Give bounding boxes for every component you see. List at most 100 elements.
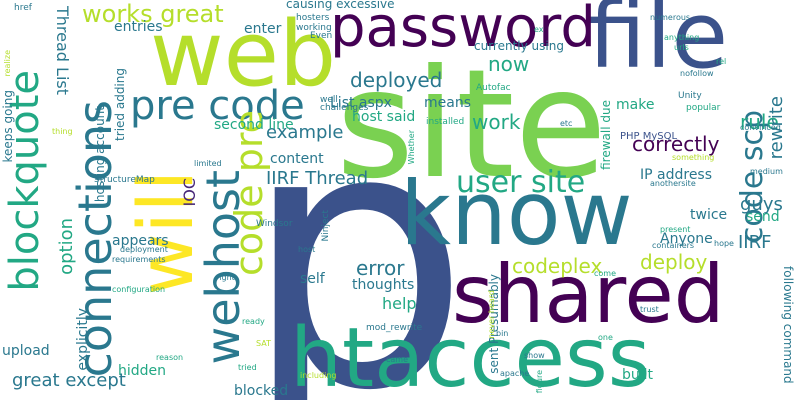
word-something: something <box>672 153 715 162</box>
word-webhost: webhost <box>196 170 250 365</box>
word-unity: Unity <box>678 91 702 101</box>
word-present: present <box>660 225 691 234</box>
word-ip-address: IP address <box>640 167 713 183</box>
word-right: right <box>216 273 235 282</box>
word-great-except: great except <box>12 370 126 391</box>
word-tried-adding: tried adding <box>113 68 127 141</box>
word-following-command: following command <box>781 266 795 384</box>
word-configuration: configuration <box>112 285 166 294</box>
word-hope: hope <box>714 239 734 248</box>
word-ioc: IOC <box>180 178 199 207</box>
word-work: work <box>472 110 521 134</box>
word-trust: trust <box>640 305 659 314</box>
word-nofollow: nofollow <box>680 69 714 78</box>
word-one: one <box>598 333 613 342</box>
word-come: come <box>594 269 617 278</box>
word-second-line: second line <box>214 117 294 133</box>
word-structuremap: StructureMap <box>94 175 155 185</box>
word-working: working <box>296 23 332 33</box>
word-ready: ready <box>242 317 265 326</box>
word-know: know <box>400 162 633 265</box>
word-thread-list: Thread List <box>53 6 72 95</box>
word-user-site: user site <box>456 165 586 200</box>
word-never-heard: never heard <box>487 290 496 339</box>
word-href: href <box>14 3 32 13</box>
word-thing: thing <box>52 127 73 136</box>
word-upload: upload <box>2 343 50 359</box>
word-hosters: hosters <box>296 13 330 23</box>
word-content: content <box>270 151 324 167</box>
word-hidden: hidden <box>118 363 167 379</box>
word-built: built <box>622 367 654 383</box>
word-host-said: host said <box>352 109 416 125</box>
word-shared: shared <box>452 248 725 341</box>
word-anything: anything <box>664 33 700 42</box>
word-requirements: requirements <box>112 255 166 264</box>
word-option: option <box>56 218 77 275</box>
word-bin: bin <box>496 329 509 338</box>
word-anyone: Anyone <box>660 231 713 247</box>
word-pre-code: pre code <box>130 83 305 129</box>
word-means: means <box>424 95 471 111</box>
word-deploy: deploy <box>640 250 708 274</box>
word-limited: limited <box>194 159 222 168</box>
word-iirf: IIRF <box>738 232 772 253</box>
word-self: self <box>300 271 325 287</box>
word-password: password <box>330 0 596 60</box>
word-figure: figure <box>535 370 544 394</box>
word-keeps-going: keeps going <box>1 90 15 163</box>
word-list-aspx: List aspx <box>330 95 392 111</box>
word-ex: ex <box>534 25 544 34</box>
word-medium: medium <box>750 167 783 176</box>
word-firewall-due: firewall due <box>599 100 613 170</box>
word-thoughts: thoughts <box>352 277 415 293</box>
word-p: p <box>242 50 471 400</box>
word-htaccess: htaccess <box>290 311 651 400</box>
word-deployment: deployment <box>120 245 168 254</box>
word-convinced: convinced <box>740 123 781 132</box>
word-apache: apache <box>500 369 530 378</box>
word-urls: urls <box>674 43 689 52</box>
word-example: example <box>266 122 344 143</box>
word-error: error <box>356 256 405 280</box>
word-containers: containers <box>652 241 695 250</box>
word-including: including <box>300 371 337 380</box>
word-currently-using: currently using <box>474 39 564 53</box>
word-make: make <box>616 97 655 113</box>
word-file: file <box>588 0 729 89</box>
word-ninject: Ninject <box>321 210 331 242</box>
word-autofac: Autofac <box>476 83 511 93</box>
word-send: send <box>746 209 780 225</box>
word-numerous: numerous <box>650 13 691 22</box>
word-realize: realize <box>3 50 12 77</box>
word-rel: rel <box>716 57 727 66</box>
word-iirf-thread: IIRF Thread <box>266 168 369 189</box>
word-codeplex: codeplex <box>512 254 603 278</box>
word-blocked: blocked <box>234 383 289 399</box>
word-show: show <box>524 351 545 360</box>
word-works-great: works great <box>82 0 224 28</box>
word-host: host <box>298 245 316 254</box>
word-etc: etc <box>560 119 573 128</box>
word-enter: enter <box>244 21 282 37</box>
word-site: site <box>336 38 607 212</box>
word-now: now <box>488 52 530 76</box>
word-well: well <box>320 95 338 105</box>
word-explicitly: explicitly <box>75 308 91 371</box>
word-causing-excessive: causing excessive <box>286 0 395 11</box>
word-even: Even <box>310 31 333 41</box>
word-entries: entries <box>114 19 163 35</box>
word-mod-rewrite: mod_rewrite <box>366 323 423 333</box>
word-reason: reason <box>156 353 184 362</box>
word-help: help <box>382 294 417 313</box>
word-guys: guys <box>740 194 783 215</box>
word-rule: rule <box>740 110 779 134</box>
word-anothersite: anothersite <box>650 179 696 188</box>
word-php-mysql: PHP MySQL <box>620 131 678 142</box>
word-hosting-account: hosting account <box>93 106 107 203</box>
word-tried: tried <box>238 363 257 372</box>
word-challenges: challenges <box>320 103 369 113</box>
word-windsor: Windsor <box>256 219 293 229</box>
word-sat: SAT <box>256 339 271 348</box>
